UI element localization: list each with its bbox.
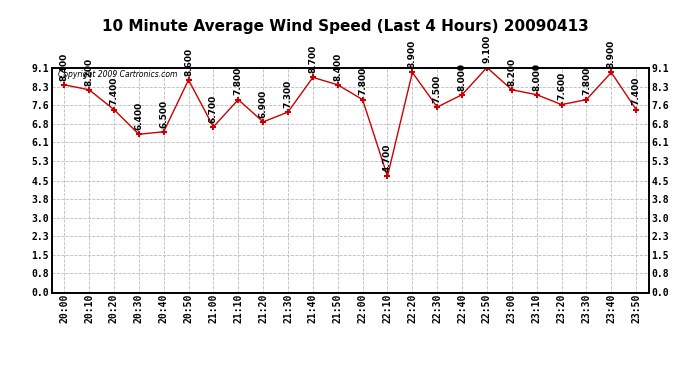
Text: 8.700: 8.700 [308, 45, 317, 73]
Text: 7.600: 7.600 [557, 72, 566, 100]
Text: 8.400: 8.400 [333, 53, 342, 81]
Text: 4.700: 4.700 [383, 144, 392, 172]
Text: 7.800: 7.800 [582, 67, 591, 96]
Text: 7.500: 7.500 [433, 75, 442, 103]
Text: 8.900: 8.900 [408, 40, 417, 68]
Text: 7.300: 7.300 [284, 80, 293, 108]
Text: 8.200: 8.200 [85, 57, 94, 86]
Text: 10 Minute Average Wind Speed (Last 4 Hours) 20090413: 10 Minute Average Wind Speed (Last 4 Hou… [101, 19, 589, 34]
Text: 7.800: 7.800 [358, 67, 367, 96]
Text: 7.400: 7.400 [110, 77, 119, 105]
Text: 8.600: 8.600 [184, 48, 193, 76]
Text: 9.100: 9.100 [482, 35, 491, 63]
Text: 6.500: 6.500 [159, 99, 168, 128]
Text: 7.400: 7.400 [631, 77, 641, 105]
Text: Copyright 2009 Cartronics.com: Copyright 2009 Cartronics.com [58, 70, 177, 79]
Text: 8.200: 8.200 [507, 57, 516, 86]
Text: 7.800: 7.800 [234, 67, 243, 96]
Text: 8.000: 8.000 [457, 63, 466, 90]
Text: 6.400: 6.400 [135, 102, 144, 130]
Text: 6.900: 6.900 [259, 90, 268, 118]
Text: 8.900: 8.900 [607, 40, 615, 68]
Text: 8.400: 8.400 [59, 53, 69, 81]
Text: 8.000: 8.000 [532, 63, 541, 90]
Text: 6.700: 6.700 [209, 94, 218, 123]
